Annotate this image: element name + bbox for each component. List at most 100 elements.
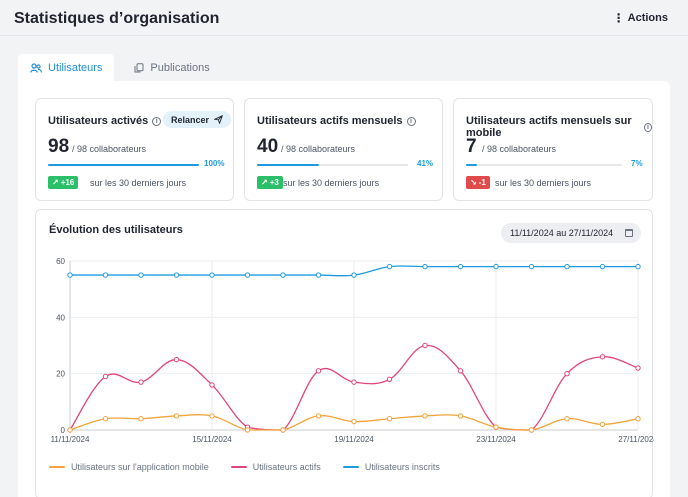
card-title: Utilisateurs actifs mensuels sur mobile … (466, 115, 652, 139)
send-icon (214, 115, 224, 124)
tab-publications[interactable]: Publications (122, 54, 221, 82)
tab-label: Publications (150, 62, 210, 74)
legend-swatch (342, 466, 359, 468)
card-value: 98 (48, 136, 70, 157)
progress-fill (48, 164, 199, 166)
date-range-text: 11/11/2024 au 27/11/2024 (510, 228, 614, 238)
y-tick-label: 0 (61, 426, 66, 435)
info-icon[interactable]: i (406, 116, 416, 126)
data-point (422, 342, 428, 349)
data-point (102, 416, 109, 422)
data-point (493, 263, 499, 270)
data-point (173, 356, 180, 363)
actions-label: Actions (627, 12, 668, 24)
legend-label: Utilisateurs actifs (252, 462, 321, 472)
top-bar: Statistiques d’organisation ⋮ Actions (0, 0, 688, 36)
card-title-text: Utilisateurs actifs mensuels (257, 115, 403, 127)
progress-bar (466, 164, 622, 166)
trend-value: -1 (478, 178, 486, 187)
arrow-down-right-icon: ↘ (470, 178, 477, 187)
trend-value: +3 (269, 178, 279, 187)
data-point (386, 263, 393, 270)
data-point (67, 272, 73, 278)
card-value: 7 (466, 136, 477, 157)
tab-label: Utilisateurs (48, 62, 103, 74)
data-point (635, 263, 641, 270)
data-point (599, 263, 606, 270)
data-point (138, 379, 144, 385)
info-icon[interactable]: i (644, 122, 652, 132)
data-point (173, 272, 180, 278)
legend-label: Utilisateurs sur l'application mobile (71, 462, 209, 472)
legend-item[interactable]: Utilisateurs inscrits (342, 462, 440, 472)
data-point (386, 376, 393, 383)
data-point (635, 365, 641, 371)
progress-percent: 7% (631, 159, 643, 168)
data-point (280, 427, 286, 433)
data-point (386, 416, 393, 422)
data-point (315, 368, 322, 374)
copy-icon (134, 63, 144, 73)
trend-value: +16 (60, 178, 75, 187)
data-point (315, 413, 322, 419)
card-subtext: / 98 collaborateurs (72, 144, 147, 154)
x-tick-label: 27/11/2024 (618, 435, 654, 444)
main-panel: Utilisateurs activés i Relancer 98 / 98 … (18, 81, 670, 497)
data-point (528, 263, 535, 270)
card-utilisateurs-actifs-mensuels: Utilisateurs actifs mensuels i 40 / 98 c… (244, 98, 443, 201)
card-utilisateurs-actifs-mobile: Utilisateurs actifs mensuels sur mobile … (453, 98, 653, 201)
chart-title: Évolution des utilisateurs (49, 224, 183, 236)
relancer-label: Relancer (171, 114, 210, 125)
arrow-up-right-icon: ↗ (52, 178, 59, 187)
chart-legend: Utilisateurs sur l'application mobile Uti… (49, 462, 440, 472)
relancer-button[interactable]: Relancer (163, 111, 232, 128)
data-point (564, 416, 570, 422)
users-icon (30, 63, 42, 73)
data-point (209, 382, 215, 388)
data-point (528, 427, 535, 433)
legend-label: Utilisateurs inscrits (364, 462, 440, 472)
data-point (599, 354, 606, 360)
card-title: Utilisateurs activés i (48, 115, 162, 127)
data-point (422, 413, 428, 419)
data-point (564, 370, 570, 377)
progress-percent: 41% (417, 159, 434, 168)
info-icon[interactable]: i (152, 116, 162, 126)
trend-period: sur les 30 derniers jours (90, 178, 187, 188)
progress-bar (257, 164, 408, 166)
legend-item[interactable]: Utilisateurs sur l'application mobile (49, 462, 209, 472)
progress-bar (48, 164, 199, 166)
card-title: Utilisateurs actifs mensuels i (257, 115, 416, 127)
data-point (599, 421, 606, 428)
data-point (102, 272, 109, 278)
tab-utilisateurs[interactable]: Utilisateurs (18, 54, 115, 82)
progress-fill (257, 164, 319, 166)
trend-period: sur les 30 derniers jours (495, 178, 592, 188)
legend-item[interactable]: Utilisateurs actifs (230, 462, 321, 472)
data-point (635, 416, 641, 422)
trend-badge: ↘ -1 (466, 176, 490, 189)
card-utilisateurs-actives: Utilisateurs activés i Relancer 98 / 98 … (35, 98, 234, 201)
line-chart: 0 20 40 60 11/11/2024 15/11/2024 19/11/2024 23/… (51, 257, 654, 444)
actions-menu-button[interactable]: ⋮ Actions (613, 12, 668, 24)
data-point (315, 272, 322, 278)
data-point (351, 379, 357, 385)
data-point (422, 263, 428, 270)
data-point (209, 413, 215, 419)
trend-badge: ↗ +16 (48, 176, 79, 189)
data-point (244, 272, 251, 278)
date-range-picker[interactable]: 11/11/2024 au 27/11/2024 (501, 223, 641, 243)
trend-badge: ↗ +3 (257, 176, 283, 189)
legend-swatch (49, 466, 65, 468)
card-subtext: / 98 collaborateurs (281, 144, 356, 154)
data-point (457, 263, 464, 270)
y-tick-label: 60 (56, 257, 65, 266)
arrow-up-right-icon: ↗ (261, 178, 268, 187)
x-tick-label: 15/11/2024 (192, 435, 232, 444)
data-point (138, 416, 144, 422)
y-tick-label: 20 (56, 370, 65, 379)
card-title-text: Utilisateurs activés (48, 115, 149, 127)
x-tick-label: 23/11/2024 (476, 435, 516, 444)
card-title-text: Utilisateurs actifs mensuels sur mobile (466, 115, 632, 139)
x-tick-label: 19/11/2024 (334, 435, 374, 444)
